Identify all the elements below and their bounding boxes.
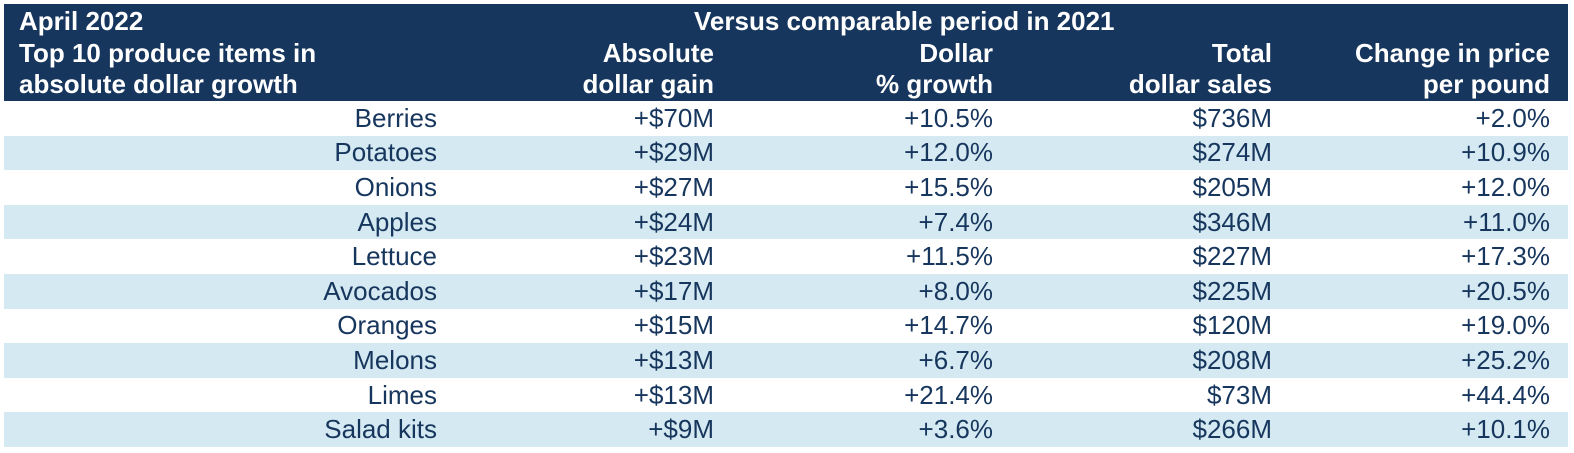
dollar-growth-value: +7.4% — [918, 206, 993, 237]
total-sales-value: $73M — [1206, 379, 1272, 410]
absolute-gain-value: +$27M — [633, 171, 714, 202]
total-sales-header-line2: dollar sales — [1128, 69, 1272, 99]
total-sales-value: $736M — [1192, 102, 1273, 133]
dollar-growth-header-line1: Dollar — [919, 38, 993, 68]
absolute-gain-value: +$23M — [633, 241, 714, 272]
total-sales-value: $205M — [1192, 171, 1273, 202]
absolute-gain-header-line2: dollar gain — [582, 69, 714, 99]
dollar-growth-value: +8.0% — [918, 275, 993, 306]
absolute-gain-header: Absolute dollar gain — [583, 38, 714, 100]
table-header: April 2022 Versus comparable period in 2… — [4, 4, 1568, 101]
price-change-value: +19.0% — [1461, 310, 1550, 341]
item-name: Apples — [357, 206, 438, 237]
total-sales-value: $346M — [1192, 206, 1273, 237]
price-change-value: +11.0% — [1463, 206, 1550, 237]
item-name: Berries — [354, 102, 437, 133]
dollar-growth-value: +12.0% — [904, 137, 993, 168]
price-change-value: +10.1% — [1461, 414, 1550, 445]
price-change-value: +2.0% — [1475, 102, 1550, 133]
dollar-growth-value: +3.6% — [918, 414, 993, 445]
table-row: Oranges +$15M +14.7% $120M +19.0% — [4, 309, 1568, 344]
produce-growth-table: April 2022 Versus comparable period in 2… — [4, 4, 1568, 447]
table-row: Onions +$27M +15.5% $205M +12.0% — [4, 170, 1568, 205]
price-change-header-line1: Change in price — [1354, 38, 1550, 68]
total-sales-value: $208M — [1192, 344, 1273, 375]
absolute-gain-value: +$13M — [633, 344, 714, 375]
item-name: Melons — [353, 344, 437, 375]
item-name: Onions — [354, 171, 437, 202]
price-change-value: +25.2% — [1461, 344, 1550, 375]
item-name: Potatoes — [334, 137, 437, 168]
dollar-growth-value: +14.7% — [904, 310, 993, 341]
dollar-growth-value: +15.5% — [904, 171, 993, 202]
total-sales-value: $225M — [1192, 275, 1273, 306]
total-sales-value: $120M — [1192, 310, 1273, 341]
item-name: Salad kits — [324, 414, 437, 445]
table-row: Avocados +$17M +8.0% $225M +20.5% — [4, 273, 1568, 309]
item-name: Oranges — [337, 310, 437, 341]
table-row: Melons +$13M +6.7% $208M +25.2% — [4, 343, 1568, 378]
absolute-gain-header-line1: Absolute — [602, 38, 714, 68]
absolute-gain-value: +$70M — [633, 102, 714, 133]
price-change-value: +20.5% — [1461, 275, 1550, 306]
item-header-line2: absolute dollar growth — [19, 69, 298, 99]
item-column-header: Top 10 produce items in absolute dollar … — [19, 38, 316, 100]
absolute-gain-value: +$13M — [633, 379, 714, 410]
table-body: Berries +$70M +10.5% $736M +2.0% Potatoes +$29… — [4, 101, 1568, 447]
item-name: Avocados — [323, 275, 437, 306]
price-change-value: +44.4% — [1461, 379, 1550, 410]
price-change-value: +12.0% — [1461, 171, 1550, 202]
dollar-growth-header: Dollar % growth — [876, 38, 993, 100]
total-sales-value: $227M — [1192, 241, 1273, 272]
dollar-growth-value: +21.4% — [904, 379, 993, 410]
table-row: Limes +$13M +21.4% $73M +44.4% — [4, 378, 1568, 413]
dollar-growth-header-line2: % growth — [876, 69, 993, 99]
absolute-gain-value: +$24M — [633, 206, 714, 237]
absolute-gain-value: +$29M — [633, 137, 714, 168]
total-sales-header-line1: Total — [1211, 38, 1272, 68]
total-sales-header: Total dollar sales — [1129, 38, 1272, 100]
absolute-gain-value: +$15M — [633, 310, 714, 341]
price-change-value: +10.9% — [1461, 137, 1550, 168]
table-row: Potatoes +$29M +12.0% $274M +10.9% — [4, 135, 1568, 171]
price-change-value: +17.3% — [1461, 241, 1550, 272]
item-header-line1: Top 10 produce items in — [19, 38, 317, 68]
item-name: Lettuce — [351, 241, 437, 272]
dollar-growth-value: +10.5% — [904, 102, 993, 133]
period-label: April 2022 — [19, 6, 144, 36]
table-row: Apples +$24M +7.4% $346M +11.0% — [4, 204, 1568, 240]
dollar-growth-value: +11.5% — [906, 241, 993, 272]
item-name: Limes — [367, 379, 437, 410]
dollar-growth-value: +6.7% — [918, 344, 993, 375]
absolute-gain-value: +$9M — [648, 414, 714, 445]
table-row: Salad kits +$9M +3.6% $266M +10.1% — [4, 412, 1568, 447]
comparison-label: Versus comparable period in 2021 — [694, 6, 1115, 36]
total-sales-value: $266M — [1192, 414, 1273, 445]
table-row: Berries +$70M +10.5% $736M +2.0% — [4, 101, 1568, 136]
price-change-header-line2: per pound — [1422, 69, 1550, 99]
total-sales-value: $274M — [1192, 137, 1273, 168]
price-change-header: Change in price per pound — [1355, 38, 1550, 100]
absolute-gain-value: +$17M — [633, 275, 714, 306]
table-row: Lettuce +$23M +11.5% $227M +17.3% — [4, 239, 1568, 274]
